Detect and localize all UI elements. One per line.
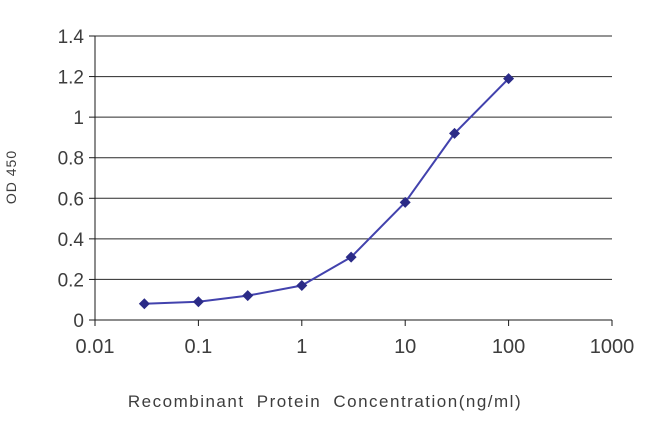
y-tick-label: 0.4 bbox=[58, 230, 85, 251]
data-point-marker bbox=[192, 296, 204, 308]
y-tick-label: 0.2 bbox=[58, 270, 84, 291]
x-tick-label: 10 bbox=[394, 336, 416, 358]
y-tick-label: 0.8 bbox=[58, 149, 84, 170]
data-point-marker bbox=[345, 251, 357, 263]
data-point-marker bbox=[399, 196, 411, 208]
y-tick-label: 1.4 bbox=[58, 27, 85, 48]
x-axis-title: Recombinant Protein Concentration(ng/ml) bbox=[127, 392, 523, 411]
x-tick-label: 1000 bbox=[590, 336, 635, 358]
x-tick-label: 0.01 bbox=[76, 336, 115, 358]
y-axis-title: OD 450 bbox=[3, 149, 19, 205]
data-point-marker bbox=[449, 127, 461, 139]
series-line bbox=[144, 77, 510, 305]
y-tick-label: 1.2 bbox=[58, 68, 84, 89]
data-point-marker bbox=[296, 280, 308, 292]
y-tick-label: 1 bbox=[73, 108, 84, 129]
x-tick-label: 100 bbox=[492, 336, 525, 358]
y-tick-label: 0.6 bbox=[58, 189, 84, 210]
y-tick-label: 0 bbox=[73, 311, 84, 332]
data-point-marker bbox=[242, 290, 254, 302]
data-point-marker bbox=[503, 73, 515, 85]
x-tick-label: 0.1 bbox=[184, 336, 212, 358]
data-point-marker bbox=[138, 298, 150, 310]
x-tick-label: 1 bbox=[296, 336, 307, 358]
